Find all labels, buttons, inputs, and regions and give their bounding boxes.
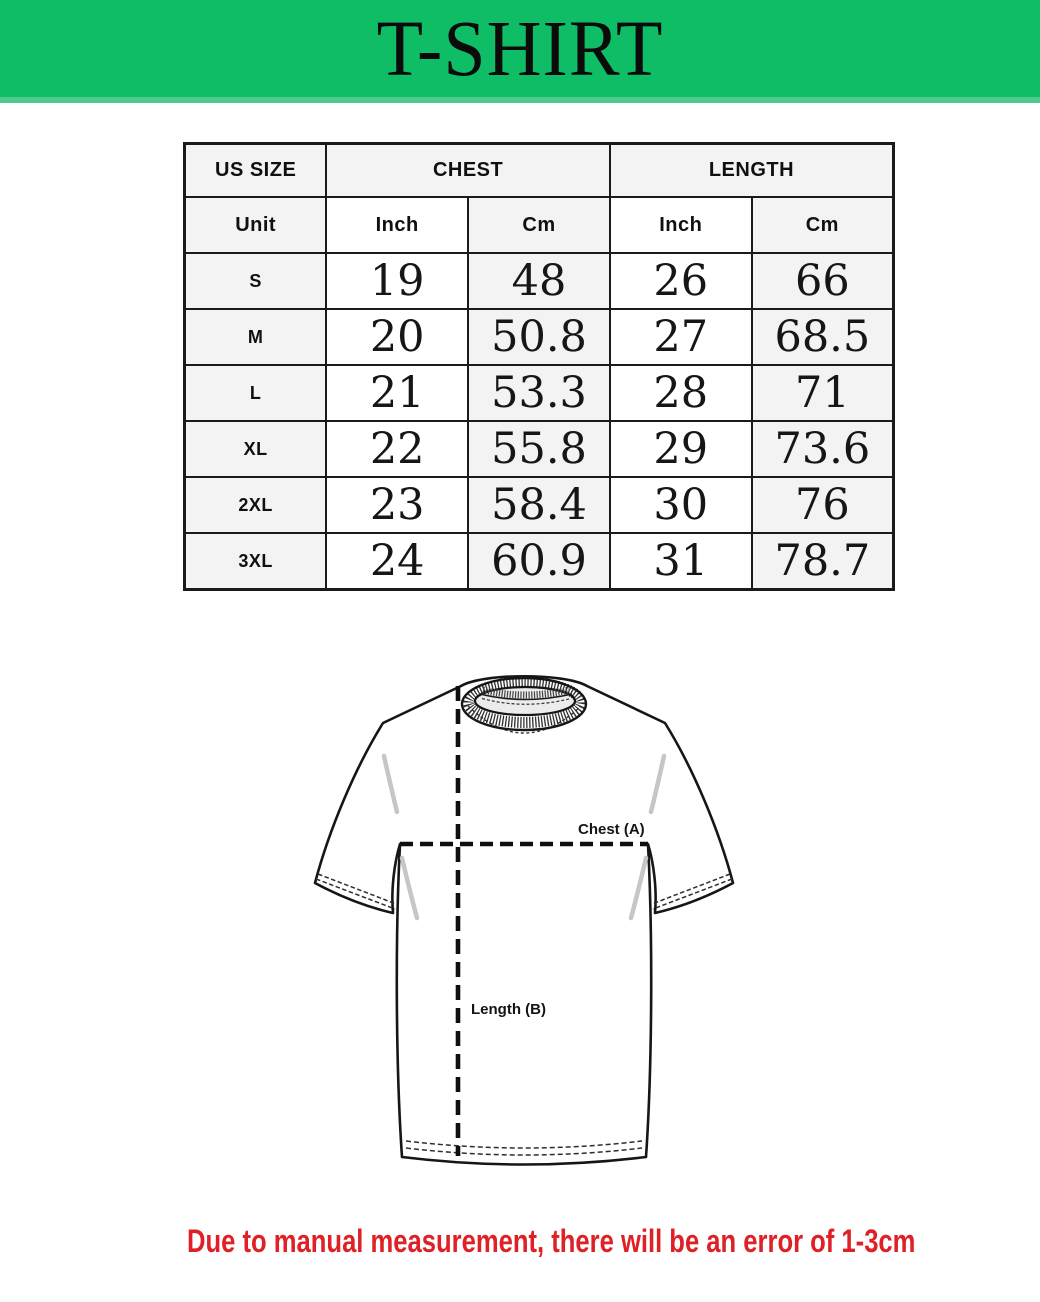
chest-inch-cell: 24: [325, 532, 470, 591]
length-label: Length (B): [471, 1001, 546, 1018]
size-cell: 3XL: [183, 532, 328, 591]
length-cm-cell: 71: [750, 364, 895, 422]
size-chart-table: US SIZE CHEST LENGTH Unit Inch Cm Inch C…: [183, 142, 895, 591]
tshirt-body-outline: [313, 674, 735, 1166]
table-header-row-groups: US SIZE CHEST LENGTH: [183, 142, 895, 198]
chest-cm-cell: 55.8: [467, 420, 611, 478]
table-row: S 19 48 26 66: [183, 252, 895, 310]
ribbed-collar: [460, 676, 588, 734]
length-inch-cell: 31: [608, 532, 753, 591]
size-cell: L: [183, 364, 328, 422]
header-unit: Unit: [183, 196, 328, 254]
header-us-size: US SIZE: [183, 142, 328, 198]
tshirt-drawing: Chest (A) Length (B): [313, 674, 735, 1166]
header-length: LENGTH: [608, 142, 895, 198]
table-row: L 21 53.3 28 71: [183, 364, 895, 422]
disclaimer-text: Due to manual measurement, there will be…: [186, 1223, 916, 1259]
chest-inch-cell: 22: [325, 420, 470, 478]
table-row: M 20 50.8 27 68.5: [183, 308, 895, 366]
length-inch-cell: 26: [608, 252, 753, 310]
chest-cm-cell: 48: [467, 252, 611, 310]
chest-label: Chest (A): [578, 821, 645, 838]
length-inch-cell: 29: [608, 420, 753, 478]
table-row: 2XL 23 58.4 30 76: [183, 476, 895, 534]
size-cell: 2XL: [183, 476, 328, 534]
header-chest-cm: Cm: [467, 196, 611, 254]
table-row: 3XL 24 60.9 31 78.7: [183, 532, 895, 591]
size-cell: M: [183, 308, 328, 366]
table-row: XL 22 55.8 29 73.6: [183, 420, 895, 478]
length-inch-cell: 28: [608, 364, 753, 422]
header-length-inch: Inch: [608, 196, 753, 254]
tshirt-measurement-diagram: Chest (A) Length (B): [270, 640, 770, 1200]
cuff-stitching: [315, 873, 733, 910]
chest-cm-cell: 50.8: [467, 308, 611, 366]
chest-cm-cell: 60.9: [467, 532, 611, 591]
size-cell: XL: [183, 420, 328, 478]
length-cm-cell: 78.7: [750, 532, 895, 591]
length-inch-cell: 27: [608, 308, 753, 366]
header-chest-inch: Inch: [325, 196, 470, 254]
chest-inch-cell: 19: [325, 252, 470, 310]
length-cm-cell: 68.5: [750, 308, 895, 366]
title-banner: T-SHIRT: [0, 0, 1040, 103]
chest-cm-cell: 53.3: [467, 364, 611, 422]
chest-cm-cell: 58.4: [467, 476, 611, 534]
chest-inch-cell: 21: [325, 364, 470, 422]
length-cm-cell: 76: [750, 476, 895, 534]
size-cell: S: [183, 252, 328, 310]
chest-inch-cell: 20: [325, 308, 470, 366]
length-cm-cell: 73.6: [750, 420, 895, 478]
table-header-row-units: Unit Inch Cm Inch Cm: [183, 196, 895, 254]
page-title: T-SHIRT: [376, 4, 664, 93]
fabric-creases: [381, 753, 667, 921]
measurement-disclaimer: Due to manual measurement, there will be…: [31, 1223, 1040, 1259]
length-inch-cell: 30: [608, 476, 753, 534]
header-chest: CHEST: [325, 142, 611, 198]
chest-inch-cell: 23: [325, 476, 470, 534]
length-cm-cell: 66: [750, 252, 895, 310]
header-length-cm: Cm: [750, 196, 895, 254]
